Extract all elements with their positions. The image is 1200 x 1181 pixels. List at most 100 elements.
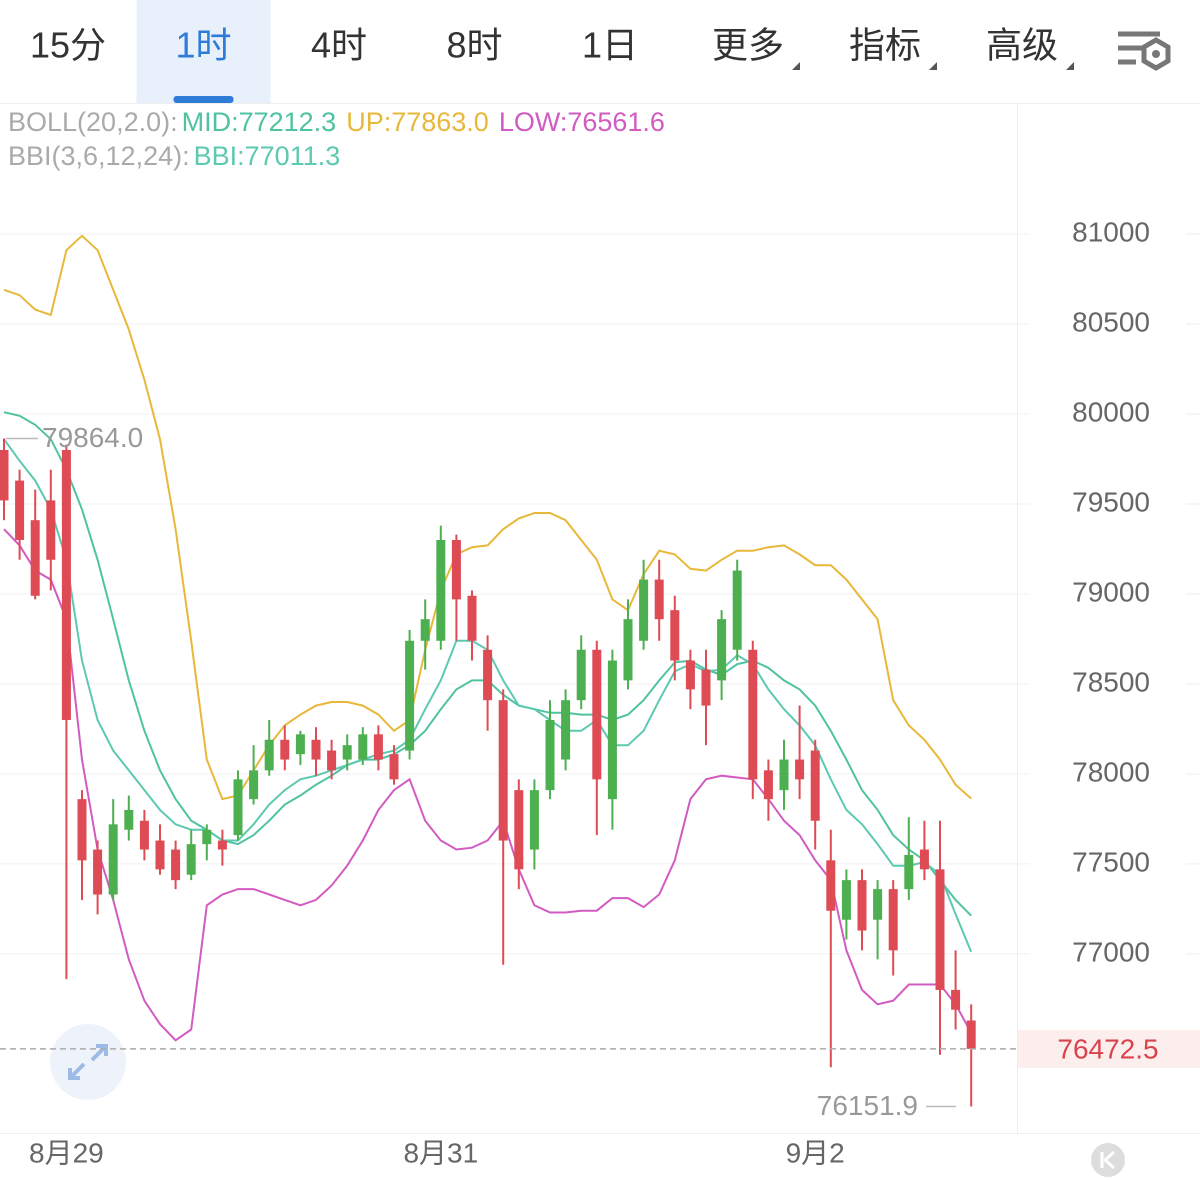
high-marker-label: 79864.0 [42,422,143,453]
candle-body [124,809,134,830]
candle-body [436,539,446,641]
candle-body [420,619,430,641]
candle-body [373,734,383,760]
candle-body [249,770,259,800]
y-tick-label: 78500 [1072,666,1150,697]
candle-body [748,649,758,780]
candle-body [841,880,851,920]
candle-body [904,854,914,890]
candle-body [467,595,477,641]
candle [420,599,430,670]
tab-label: 8时 [446,25,502,66]
k-glyph [1100,1150,1115,1170]
low-marker-label: 76151.9 [817,1090,918,1121]
candle-body [514,790,524,870]
candle [935,820,945,1055]
k-circle [1091,1143,1125,1177]
candle-body [795,759,805,780]
tab-label: 更多 [712,25,784,66]
candle [795,705,805,800]
tab[interactable]: 1日 [582,25,638,66]
x-tick-label: 9月2 [786,1137,845,1168]
candle-body [561,700,571,760]
candle [888,880,898,976]
candle-body [763,770,773,800]
candle-body [826,860,836,911]
tab-label: 指标 [849,25,921,66]
candle-body [498,700,508,841]
tab[interactable]: 更多 [712,25,800,70]
settings-icon[interactable] [1118,31,1171,71]
candle-body [857,880,867,931]
candle [139,809,149,861]
candle [249,745,259,805]
candle-body [139,820,149,850]
candle-body [217,840,227,850]
candle [61,444,71,980]
candle-body [951,989,961,1010]
candle-body [576,649,586,701]
candle [873,880,883,960]
candle [951,950,961,1030]
y-tick-label: 80500 [1072,306,1150,337]
candle [732,559,742,661]
candle [966,1004,976,1107]
candle [264,719,274,776]
candle [514,779,524,890]
candle-body [311,739,321,760]
candle-body [327,750,337,771]
tab[interactable]: 8时 [446,25,502,66]
indicator-legend: BOLL(20,2.0): MID:77212.3 UP:77863.0 LOW:76… [8,107,665,137]
candle [748,640,758,800]
candle-body [623,619,633,681]
candle [467,590,477,661]
legend-series-name: UP: [346,107,391,137]
candle [217,829,227,866]
tab[interactable]: 1时 [136,0,271,103]
tab[interactable]: 高级 [986,25,1074,70]
candle-body [779,759,789,791]
indicator-legend: BBI(3,6,12,24): BBI:77011.3 [8,141,340,171]
candle [155,824,165,875]
tab-active-bg [136,0,271,103]
legend-series-name: LOW: [499,107,568,137]
candle [46,469,56,591]
legend-series-value: 77863.0 [391,107,489,137]
candle [498,689,508,965]
candle [717,610,727,701]
expand-circle [50,1024,126,1100]
candles [0,438,976,1107]
candle-body [529,790,539,850]
candle [405,629,415,760]
tab-label: 4时 [311,25,367,66]
candle [436,525,446,650]
candle-body [639,579,649,641]
candle [124,795,134,841]
candle-body [935,869,945,990]
tab[interactable]: 15分 [30,25,106,66]
expand-button[interactable] [50,1024,126,1100]
candle-body [654,579,664,620]
candle-body [46,500,56,560]
candle-body [592,649,602,780]
candle [233,770,243,841]
tab[interactable]: 4时 [311,25,367,66]
candle [358,727,368,765]
candle-body [0,449,9,501]
candle [779,739,789,810]
candle-body [545,719,555,791]
candle [592,640,602,836]
y-tick-label: 79000 [1072,576,1150,607]
indicator-line [3,234,972,801]
candle [295,730,305,765]
candle [389,745,399,785]
k-button[interactable] [1091,1143,1125,1177]
candle-body [919,849,929,870]
candle [342,734,352,771]
tab[interactable]: 指标 [849,25,937,70]
candle [483,635,493,731]
candle [763,759,773,821]
y-tick-label: 80000 [1072,396,1150,427]
legend-series-value: 76561.6 [567,107,665,137]
